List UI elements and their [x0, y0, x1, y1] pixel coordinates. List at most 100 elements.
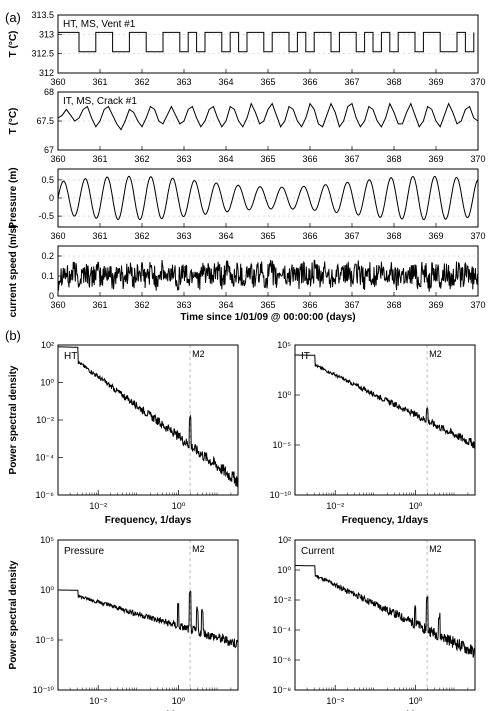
svg-text:361: 361 [92, 77, 107, 87]
svg-text:365: 365 [260, 77, 275, 87]
svg-text:370: 370 [470, 154, 485, 164]
svg-text:360: 360 [50, 154, 65, 164]
svg-text:361: 361 [92, 231, 107, 241]
svg-text:10⁻²: 10⁻² [326, 501, 344, 511]
svg-text:IT, MS, Crack #1: IT, MS, Crack #1 [63, 96, 137, 107]
svg-text:366: 366 [302, 300, 317, 310]
svg-text:HT, MS, Vent #1: HT, MS, Vent #1 [63, 19, 136, 30]
svg-text:0.5: 0.5 [41, 175, 54, 185]
svg-text:M2: M2 [429, 544, 442, 554]
svg-text:364: 364 [218, 77, 233, 87]
svg-text:369: 369 [428, 231, 443, 241]
svg-text:370: 370 [470, 300, 485, 310]
svg-text:367: 367 [344, 154, 359, 164]
panel-a-label: (a) [5, 10, 21, 25]
svg-text:363: 363 [176, 77, 191, 87]
svg-text:0: 0 [49, 193, 54, 203]
svg-text:Pressure (m): Pressure (m) [8, 167, 19, 228]
svg-text:10⁻¹⁰: 10⁻¹⁰ [270, 490, 292, 500]
svg-text:360: 360 [50, 77, 65, 87]
svg-text:368: 368 [386, 300, 401, 310]
svg-text:68: 68 [44, 87, 54, 97]
svg-text:10⁰: 10⁰ [409, 696, 423, 706]
svg-text:10⁻⁶: 10⁻⁶ [273, 655, 292, 665]
svg-text:364: 364 [218, 231, 233, 241]
svg-text:M2: M2 [192, 544, 205, 554]
svg-text:365: 365 [260, 154, 275, 164]
svg-text:370: 370 [470, 231, 485, 241]
svg-text:10⁻⁵: 10⁻⁵ [36, 635, 55, 645]
svg-text:67.5: 67.5 [36, 116, 54, 126]
svg-text:T (°C): T (°C) [8, 31, 19, 58]
panel-b-label: (b) [5, 328, 21, 343]
svg-text:361: 361 [92, 300, 107, 310]
svg-text:Frequency, 1/days: Frequency, 1/days [105, 515, 192, 526]
svg-text:10⁰: 10⁰ [277, 390, 291, 400]
svg-text:363: 363 [176, 300, 191, 310]
svg-text:313.5: 313.5 [31, 10, 54, 20]
svg-text:10⁻⁸: 10⁻⁸ [272, 685, 291, 695]
svg-text:M2: M2 [429, 349, 442, 359]
svg-text:67: 67 [44, 145, 54, 155]
svg-text:10⁻²: 10⁻² [36, 415, 54, 425]
svg-text:0: 0 [49, 291, 54, 301]
svg-text:368: 368 [386, 231, 401, 241]
svg-text:M2: M2 [192, 349, 205, 359]
svg-text:366: 366 [302, 77, 317, 87]
svg-text:367: 367 [344, 231, 359, 241]
svg-text:365: 365 [260, 300, 275, 310]
svg-text:364: 364 [218, 154, 233, 164]
svg-text:Pressure: Pressure [64, 546, 104, 557]
svg-text:312: 312 [39, 68, 54, 78]
svg-text:Power spectral density: Power spectral density [8, 365, 19, 474]
svg-text:10⁰: 10⁰ [277, 565, 291, 575]
svg-text:0.2: 0.2 [41, 251, 54, 261]
svg-text:10⁰: 10⁰ [40, 585, 54, 595]
svg-text:370: 370 [470, 77, 485, 87]
svg-text:360: 360 [50, 231, 65, 241]
svg-text:361: 361 [92, 154, 107, 164]
svg-text:10⁻⁴: 10⁻⁴ [35, 453, 54, 463]
svg-text:365: 365 [260, 231, 275, 241]
svg-text:363: 363 [176, 154, 191, 164]
svg-text:10⁻²: 10⁻² [89, 501, 107, 511]
svg-text:363: 363 [176, 231, 191, 241]
svg-text:362: 362 [134, 77, 149, 87]
svg-text:T (°C): T (°C) [8, 108, 19, 135]
svg-text:IT: IT [301, 351, 310, 362]
svg-text:369: 369 [428, 154, 443, 164]
svg-text:current speed (m/s): current speed (m/s) [8, 225, 19, 318]
svg-text:367: 367 [344, 300, 359, 310]
svg-text:369: 369 [428, 300, 443, 310]
svg-text:367: 367 [344, 77, 359, 87]
svg-text:10⁵: 10⁵ [40, 535, 54, 545]
svg-text:10⁻⁴: 10⁻⁴ [272, 625, 291, 635]
svg-text:10⁻²: 10⁻² [326, 696, 344, 706]
panel-a-xlabel: Time since 1/01/09 @ 00:00:00 (days) [58, 312, 478, 323]
svg-text:10²: 10² [278, 535, 291, 545]
svg-text:10⁻⁵: 10⁻⁵ [273, 440, 292, 450]
svg-text:HT: HT [64, 351, 77, 362]
svg-text:364: 364 [218, 300, 233, 310]
svg-text:Current: Current [301, 546, 335, 557]
svg-text:10⁻²: 10⁻² [273, 595, 291, 605]
svg-text:366: 366 [302, 154, 317, 164]
svg-text:Frequency, 1/days: Frequency, 1/days [342, 515, 429, 526]
svg-text:Power spectral density: Power spectral density [8, 560, 19, 669]
svg-text:10⁰: 10⁰ [40, 378, 54, 388]
svg-text:312.5: 312.5 [31, 49, 54, 59]
svg-text:366: 366 [302, 231, 317, 241]
svg-text:10⁻⁶: 10⁻⁶ [36, 490, 55, 500]
svg-text:360: 360 [50, 300, 65, 310]
svg-text:313: 313 [39, 29, 54, 39]
svg-text:-0.5: -0.5 [38, 211, 54, 221]
svg-text:362: 362 [134, 300, 149, 310]
svg-text:0.1: 0.1 [41, 271, 54, 281]
figure-container: (a)3603613623633643653663673683693703123… [0, 0, 501, 711]
svg-text:368: 368 [386, 154, 401, 164]
svg-text:10⁻¹⁰: 10⁻¹⁰ [33, 685, 55, 695]
svg-text:362: 362 [134, 154, 149, 164]
svg-text:10⁰: 10⁰ [172, 501, 186, 511]
svg-text:10⁰: 10⁰ [409, 501, 423, 511]
svg-text:10⁻²: 10⁻² [89, 696, 107, 706]
